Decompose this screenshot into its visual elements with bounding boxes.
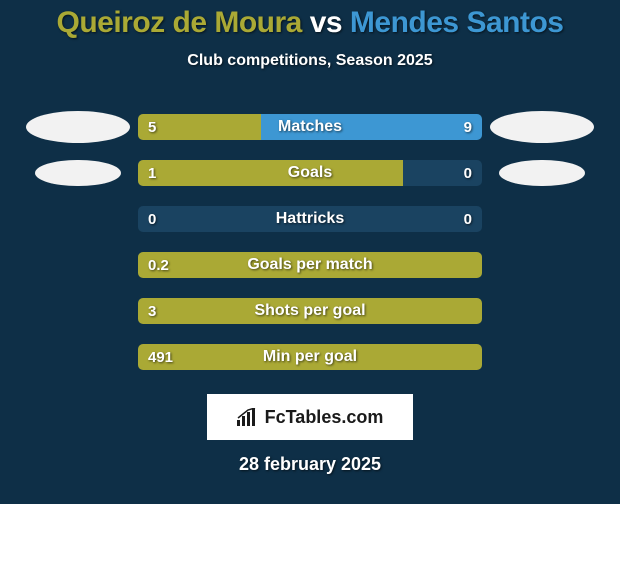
stat-row: Goals10: [0, 150, 620, 196]
team-badge-right: [499, 160, 584, 186]
stat-row: Min per goal491: [0, 334, 620, 380]
bar-segment-left: [138, 252, 482, 278]
stat-bar: Hattricks00: [138, 206, 482, 232]
team-badge-left: [35, 160, 120, 186]
stat-row: Goals per match0.2: [0, 242, 620, 288]
source-logo-text: FcTables.com: [265, 407, 384, 428]
footer-date: 28 february 2025: [0, 454, 620, 475]
bar-segment-left: [138, 160, 403, 186]
bar-segment-gap: [403, 160, 482, 186]
stat-bar: Goals10: [138, 160, 482, 186]
bar-segment-right: [261, 114, 482, 140]
stat-bar: Shots per goal3: [138, 298, 482, 324]
stat-rows: Matches59 Goals10 Hattricks00 Goals per mat…: [0, 104, 620, 380]
badge-slot-right: [482, 111, 602, 143]
stat-bar: Min per goal491: [138, 344, 482, 370]
title-right: Mendes Santos: [350, 6, 564, 39]
stat-row: Matches59: [0, 104, 620, 150]
page-title: Queiroz de Moura vs Mendes Santos: [0, 0, 620, 40]
bar-segment-left: [138, 344, 482, 370]
bar-segment-left: [138, 114, 261, 140]
title-vs: vs: [310, 6, 342, 39]
subtitle: Club competitions, Season 2025: [0, 52, 620, 70]
stat-bar: Goals per match0.2: [138, 252, 482, 278]
bar-segment-left: [138, 298, 482, 324]
badge-slot-left: [18, 111, 138, 143]
source-logo: FcTables.com: [207, 394, 413, 440]
bar-segment-gap: [138, 206, 482, 232]
title-left: Queiroz de Moura: [57, 6, 302, 39]
badge-slot-left: [18, 160, 138, 186]
team-badge-left: [26, 111, 130, 143]
stat-row: Hattricks00: [0, 196, 620, 242]
badge-slot-right: [482, 160, 602, 186]
stat-bar: Matches59: [138, 114, 482, 140]
team-badge-right: [490, 111, 594, 143]
stat-row: Shots per goal3: [0, 288, 620, 334]
chart-icon: [237, 408, 259, 426]
comparison-card: Queiroz de Moura vs Mendes Santos Club c…: [0, 0, 620, 504]
